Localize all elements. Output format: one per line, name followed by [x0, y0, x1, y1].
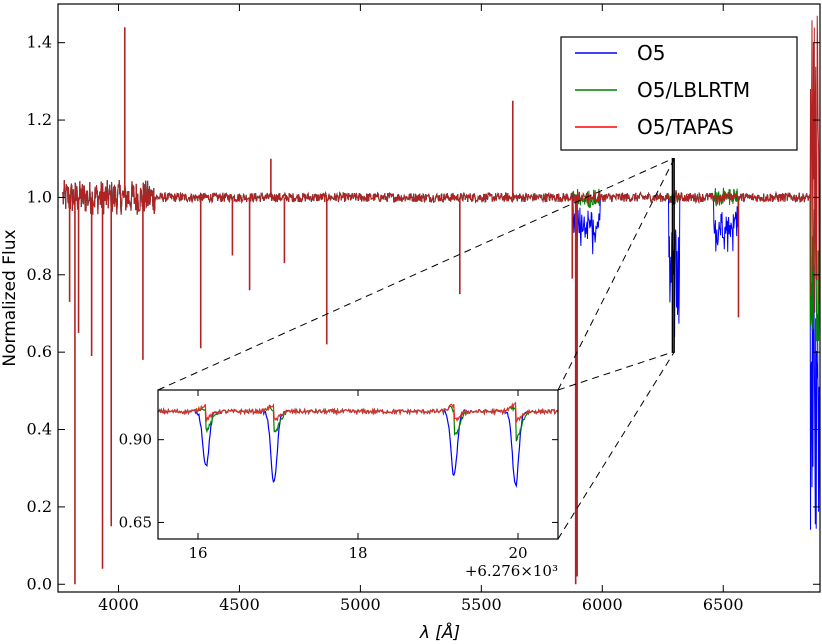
inset-x-tick-label: 18	[348, 544, 367, 562]
y-tick-label: 0.2	[27, 497, 52, 516]
inset-series-tapas-line	[158, 401, 558, 425]
y-tick-label: 1.2	[27, 110, 52, 129]
inset-series-group	[158, 401, 558, 489]
legend-label-o5: O5	[637, 41, 665, 65]
inset-background	[158, 390, 558, 539]
y-axis-label: Normalized Flux	[0, 229, 20, 366]
zoom-connector-line	[557, 351, 673, 391]
main-x-ticks: 4000 4500 5000 5500 6000 6500	[98, 4, 744, 614]
x-tick-label: 4000	[98, 595, 139, 614]
y-tick-label: 1.4	[27, 33, 52, 52]
x-tick-label: 6500	[703, 595, 744, 614]
main-plot-area: 0.0 0.2 0.4 0.6 0.8 1.0 1.2 1.4 4000 4500 5000 550…	[27, 3, 821, 614]
inset-y-tick-label: 0.90	[119, 431, 152, 449]
legend-label-lblrtm: O5/LBLRTM	[637, 78, 750, 102]
series-tapas-line	[62, 15, 820, 313]
inset-x-tick-label: 16	[188, 544, 207, 562]
y-tick-label: 0.4	[27, 420, 52, 439]
inset-offset-label: +6.276×10³	[465, 562, 558, 580]
x-tick-label: 5000	[340, 595, 381, 614]
zoom-connector-line	[557, 351, 675, 540]
y-tick-label: 0.6	[27, 342, 52, 361]
legend: O5 O5/LBLRTM O5/TAPAS	[560, 36, 798, 151]
zoom-box	[671, 157, 675, 353]
y-tick-label: 0.8	[27, 265, 52, 284]
main-y-ticks: 0.0 0.2 0.4 0.6 0.8 1.0 1.2 1.4	[27, 33, 820, 593]
y-tick-label: 0.0	[27, 574, 52, 593]
main-axes-frame	[57, 3, 821, 593]
legend-box	[560, 36, 798, 151]
inset-plot: 16 18 20 0.65 0.90 +6.276×10³	[119, 389, 559, 580]
main-series-group	[62, 15, 820, 585]
zoom-indicator	[157, 157, 675, 540]
inset-y-tick-label: 0.65	[119, 513, 152, 531]
legend-label-tapas: O5/TAPAS	[637, 115, 734, 139]
x-tick-label: 4500	[219, 595, 260, 614]
x-tick-label: 6000	[582, 595, 623, 614]
zoom-connector-line	[157, 158, 673, 391]
series-lblrtm-line	[62, 180, 820, 363]
x-tick-label: 5500	[461, 595, 502, 614]
y-tick-label: 1.0	[27, 187, 52, 206]
x-axis-label: λ [Å]	[419, 621, 460, 643]
inset-x-tick-label: 20	[508, 544, 527, 562]
inset-ticks: 16 18 20 0.65 0.90	[119, 390, 558, 562]
